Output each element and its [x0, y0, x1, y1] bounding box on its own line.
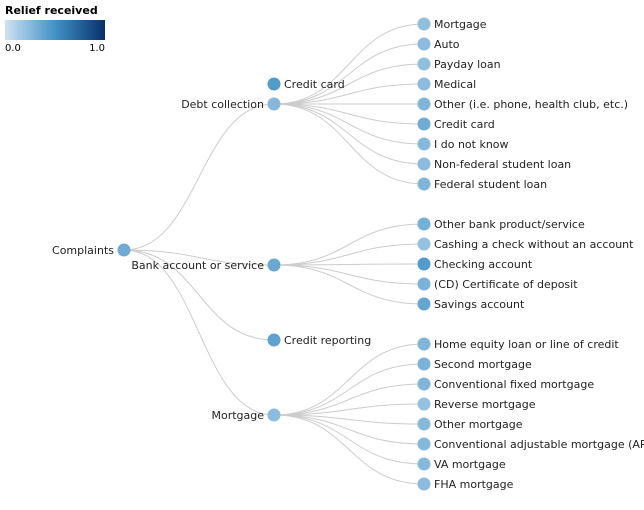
leaf-debt-collection-i-do-not-know-node[interactable] — [417, 137, 431, 151]
link-debt-collection-mortgage — [273, 23, 425, 105]
leaf-bank-account-or-service-other-bank-product-service-node[interactable] — [417, 217, 431, 231]
leaf-bank-account-or-service-savings-account-label: Savings account — [434, 298, 525, 311]
leaf-debt-collection-mortgage-label: Mortgage — [434, 18, 487, 31]
complaints-node[interactable] — [117, 243, 131, 257]
leaf-mortgage-va-mortgage-node[interactable] — [417, 457, 431, 471]
legend-title: Relief received — [5, 4, 98, 17]
leaf-mortgage-va-mortgage-label: VA mortgage — [434, 458, 506, 471]
link-debt-collection-credit-card — [273, 103, 425, 125]
leaf-mortgage-conventional-fixed-mortgage-node[interactable] — [417, 377, 431, 391]
legend-min-label: 0.0 — [5, 43, 21, 54]
link-debt-collection-non-federal-student-loan — [273, 103, 425, 165]
leaf-debt-collection-payday-loan-node[interactable] — [417, 57, 431, 71]
link-complaints-debt-collection — [123, 103, 275, 251]
legend-max-label: 1.0 — [89, 43, 105, 54]
link-mortgage-home-equity-loan-or-line-of-credit — [273, 343, 425, 416]
link-mortgage-conventional-adjustable-mortgage-arm — [273, 414, 425, 445]
link-mortgage-second-mortgage — [273, 363, 425, 416]
leaf-mortgage-conventional-adjustable-mortgage-arm-label: Conventional adjustable mortgage (ARM) — [434, 438, 644, 451]
leaf-bank-account-or-service-savings-account-node[interactable] — [417, 297, 431, 311]
leaf-debt-collection-auto-label: Auto — [434, 38, 460, 51]
leaf-debt-collection-auto-node[interactable] — [417, 37, 431, 51]
leaf-debt-collection-medical-node[interactable] — [417, 77, 431, 91]
leaf-bank-account-or-service-cd-certificate-of-deposit-node[interactable] — [417, 277, 431, 291]
link-bank-account-or-service-savings-account — [273, 264, 425, 305]
link-debt-collection-medical — [273, 83, 425, 105]
legend: Relief received 0.0 1.0 — [5, 4, 105, 54]
link-debt-collection-federal-student-loan — [273, 103, 425, 185]
debt-collection-credit-card-node[interactable] — [267, 77, 281, 91]
link-bank-account-or-service-cashing-a-check-without-an-account — [273, 243, 425, 266]
leaf-bank-account-or-service-checking-account-node[interactable] — [417, 257, 431, 271]
leaf-mortgage-reverse-mortgage-label: Reverse mortgage — [434, 398, 536, 411]
leaf-mortgage-conventional-adjustable-mortgage-arm-node[interactable] — [417, 437, 431, 451]
leaf-debt-collection-mortgage-node[interactable] — [417, 17, 431, 31]
leaf-mortgage-home-equity-loan-or-line-of-credit-label: Home equity loan or line of credit — [434, 338, 619, 351]
bank-account-or-service-node[interactable] — [267, 258, 281, 272]
legend-gradient-bar — [5, 20, 105, 40]
credit-reporting-node[interactable] — [267, 333, 281, 347]
leaf-debt-collection-credit-card-label: Credit card — [434, 118, 495, 131]
bank-account-or-service-label: Bank account or service — [131, 259, 264, 272]
leaf-debt-collection-payday-loan-label: Payday loan — [434, 58, 501, 71]
debt-collection-node[interactable] — [267, 97, 281, 111]
link-bank-account-or-service-checking-account — [273, 263, 425, 266]
leaf-debt-collection-credit-card-node[interactable] — [417, 117, 431, 131]
link-mortgage-reverse-mortgage — [273, 403, 425, 416]
link-complaints-bank-account-or-service — [123, 249, 275, 266]
link-mortgage-conventional-fixed-mortgage — [273, 383, 425, 416]
tree-links — [123, 23, 425, 485]
debt-collection-credit-card-label: Credit card — [284, 78, 345, 91]
debt-collection-label: Debt collection — [181, 98, 264, 111]
link-bank-account-or-service-cd-certificate-of-deposit — [273, 264, 425, 285]
leaf-bank-account-or-service-cd-certificate-of-deposit-label: (CD) Certificate of deposit — [434, 278, 578, 291]
link-mortgage-fha-mortgage — [273, 414, 425, 485]
leaf-debt-collection-non-federal-student-loan-node[interactable] — [417, 157, 431, 171]
link-debt-collection-payday-loan — [273, 63, 425, 105]
complaints-label: Complaints — [52, 244, 114, 257]
link-debt-collection-i-do-not-know — [273, 103, 425, 145]
link-debt-collection-auto — [273, 43, 425, 105]
leaf-bank-account-or-service-cashing-a-check-without-an-account-node[interactable] — [417, 237, 431, 251]
leaf-bank-account-or-service-other-bank-product-service-label: Other bank product/service — [434, 218, 585, 231]
mortgage-node[interactable] — [267, 408, 281, 422]
leaf-mortgage-home-equity-loan-or-line-of-credit-node[interactable] — [417, 337, 431, 351]
leaf-bank-account-or-service-cashing-a-check-without-an-account-label: Cashing a check without an account — [434, 238, 634, 251]
leaf-debt-collection-other-i-e-phone-health-club-etc-label: Other (i.e. phone, health club, etc.) — [434, 98, 628, 111]
leaf-debt-collection-other-i-e-phone-health-club-etc-node[interactable] — [417, 97, 431, 111]
leaf-bank-account-or-service-checking-account-label: Checking account — [434, 258, 533, 271]
leaf-mortgage-fha-mortgage-node[interactable] — [417, 477, 431, 491]
leaf-mortgage-other-mortgage-label: Other mortgage — [434, 418, 523, 431]
link-bank-account-or-service-other-bank-product-service — [273, 223, 425, 266]
leaf-mortgage-other-mortgage-node[interactable] — [417, 417, 431, 431]
leaf-mortgage-conventional-fixed-mortgage-label: Conventional fixed mortgage — [434, 378, 594, 391]
leaf-debt-collection-federal-student-loan-label: Federal student loan — [434, 178, 547, 191]
mortgage-label: Mortgage — [211, 409, 264, 422]
leaf-mortgage-fha-mortgage-label: FHA mortgage — [434, 478, 514, 491]
link-complaints-mortgage — [123, 249, 275, 416]
link-mortgage-other-mortgage — [273, 414, 425, 425]
leaf-debt-collection-non-federal-student-loan-label: Non-federal student loan — [434, 158, 571, 171]
leaf-mortgage-reverse-mortgage-node[interactable] — [417, 397, 431, 411]
leaf-mortgage-second-mortgage-node[interactable] — [417, 357, 431, 371]
credit-reporting-label: Credit reporting — [284, 334, 371, 347]
link-mortgage-va-mortgage — [273, 414, 425, 465]
leaf-mortgage-second-mortgage-label: Second mortgage — [434, 358, 532, 371]
leaf-debt-collection-i-do-not-know-label: I do not know — [434, 138, 509, 151]
tree-nodes: Complaints Debt collection Credit card Bank… — [52, 17, 644, 491]
leaf-debt-collection-federal-student-loan-node[interactable] — [417, 177, 431, 191]
leaf-debt-collection-medical-label: Medical — [434, 78, 476, 91]
link-complaints-credit-reporting — [123, 249, 275, 341]
